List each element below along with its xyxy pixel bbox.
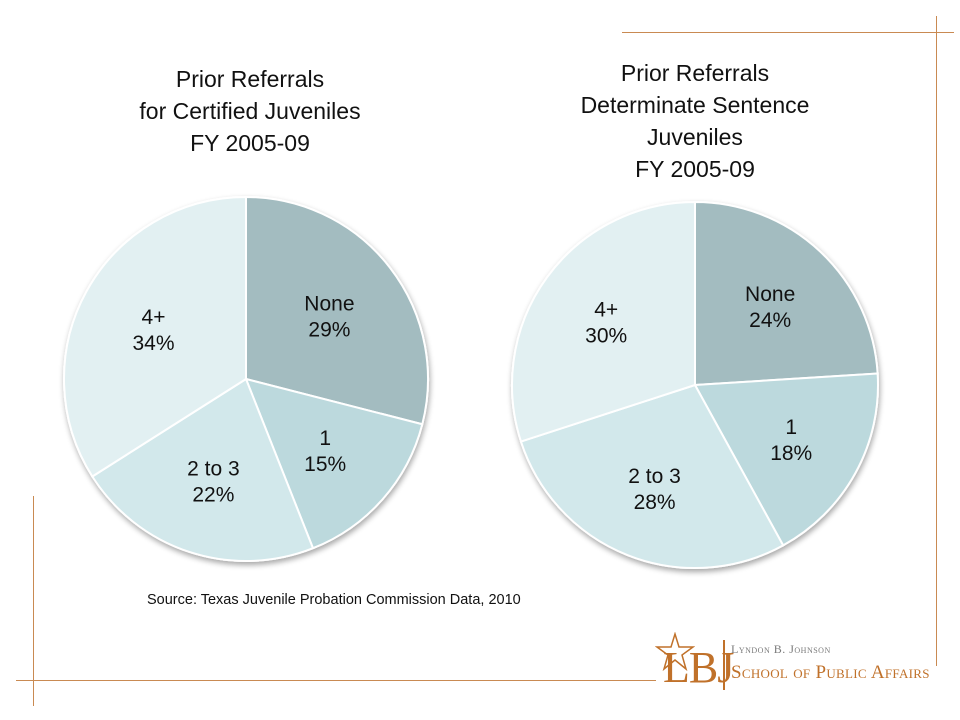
pie-chart-determinate xyxy=(511,200,879,569)
chart1-title-line: for Certified Juveniles xyxy=(139,98,361,124)
pie2-slice-2 xyxy=(519,383,785,569)
pie1-slice-label-0: None 29% xyxy=(304,292,354,341)
pie2-slice-3 xyxy=(511,200,696,443)
pie1-slice-1 xyxy=(244,377,424,550)
lbj-school-logo: LBJ Lyndon B. Johnson School of Public A… xyxy=(655,632,945,694)
chart2-title: Prior Referrals Determinate Sentence Juv… xyxy=(535,57,855,185)
bottom-horizontal-rule xyxy=(16,680,656,681)
chart1-title-line: Prior Referrals xyxy=(175,66,325,92)
chart2-title-line: FY 2005-09 xyxy=(635,156,755,182)
logo-line1: Lyndon B. Johnson xyxy=(731,642,831,656)
pie1-slice-0 xyxy=(245,195,429,426)
chart1-title: Prior Referrals for Certified Juveniles … xyxy=(90,63,410,159)
pie2-slice-1 xyxy=(693,372,879,547)
star-icon xyxy=(655,632,695,672)
left-vertical-rule xyxy=(33,496,34,706)
logo-divider xyxy=(723,640,725,690)
right-vertical-rule xyxy=(936,16,937,666)
pie1-slice-2 xyxy=(90,377,315,562)
pie2-slice-label-3: 4+ 30% xyxy=(585,298,627,347)
chart2-title-line: Prior Referrals xyxy=(620,60,770,86)
pie2-slice-label-2: 2 to 3 28% xyxy=(628,465,681,514)
top-right-horizontal-rule xyxy=(622,32,954,33)
logo-line2: School of Public Affairs xyxy=(731,662,930,683)
pie1-slice-3 xyxy=(63,195,247,478)
pie1-slice-label-2: 2 to 3 22% xyxy=(187,457,240,506)
pie2-slice-label-1: 1 18% xyxy=(770,416,812,465)
pie1-slice-label-1: 1 15% xyxy=(304,427,346,476)
pie1-slice-label-3: 4+ 34% xyxy=(132,306,174,355)
chart2-title-line: Determinate Sentence xyxy=(580,92,810,118)
chart1-title-line: FY 2005-09 xyxy=(190,130,310,156)
chart2-title-line: Juveniles xyxy=(647,124,743,150)
pie2-slice-0 xyxy=(694,200,879,387)
pie-chart-certified xyxy=(63,195,429,562)
source-note: Source: Texas Juvenile Probation Commiss… xyxy=(147,592,521,608)
logo-initials: LBJ xyxy=(663,643,734,692)
pie2-slice-label-0: None 24% xyxy=(745,283,795,332)
